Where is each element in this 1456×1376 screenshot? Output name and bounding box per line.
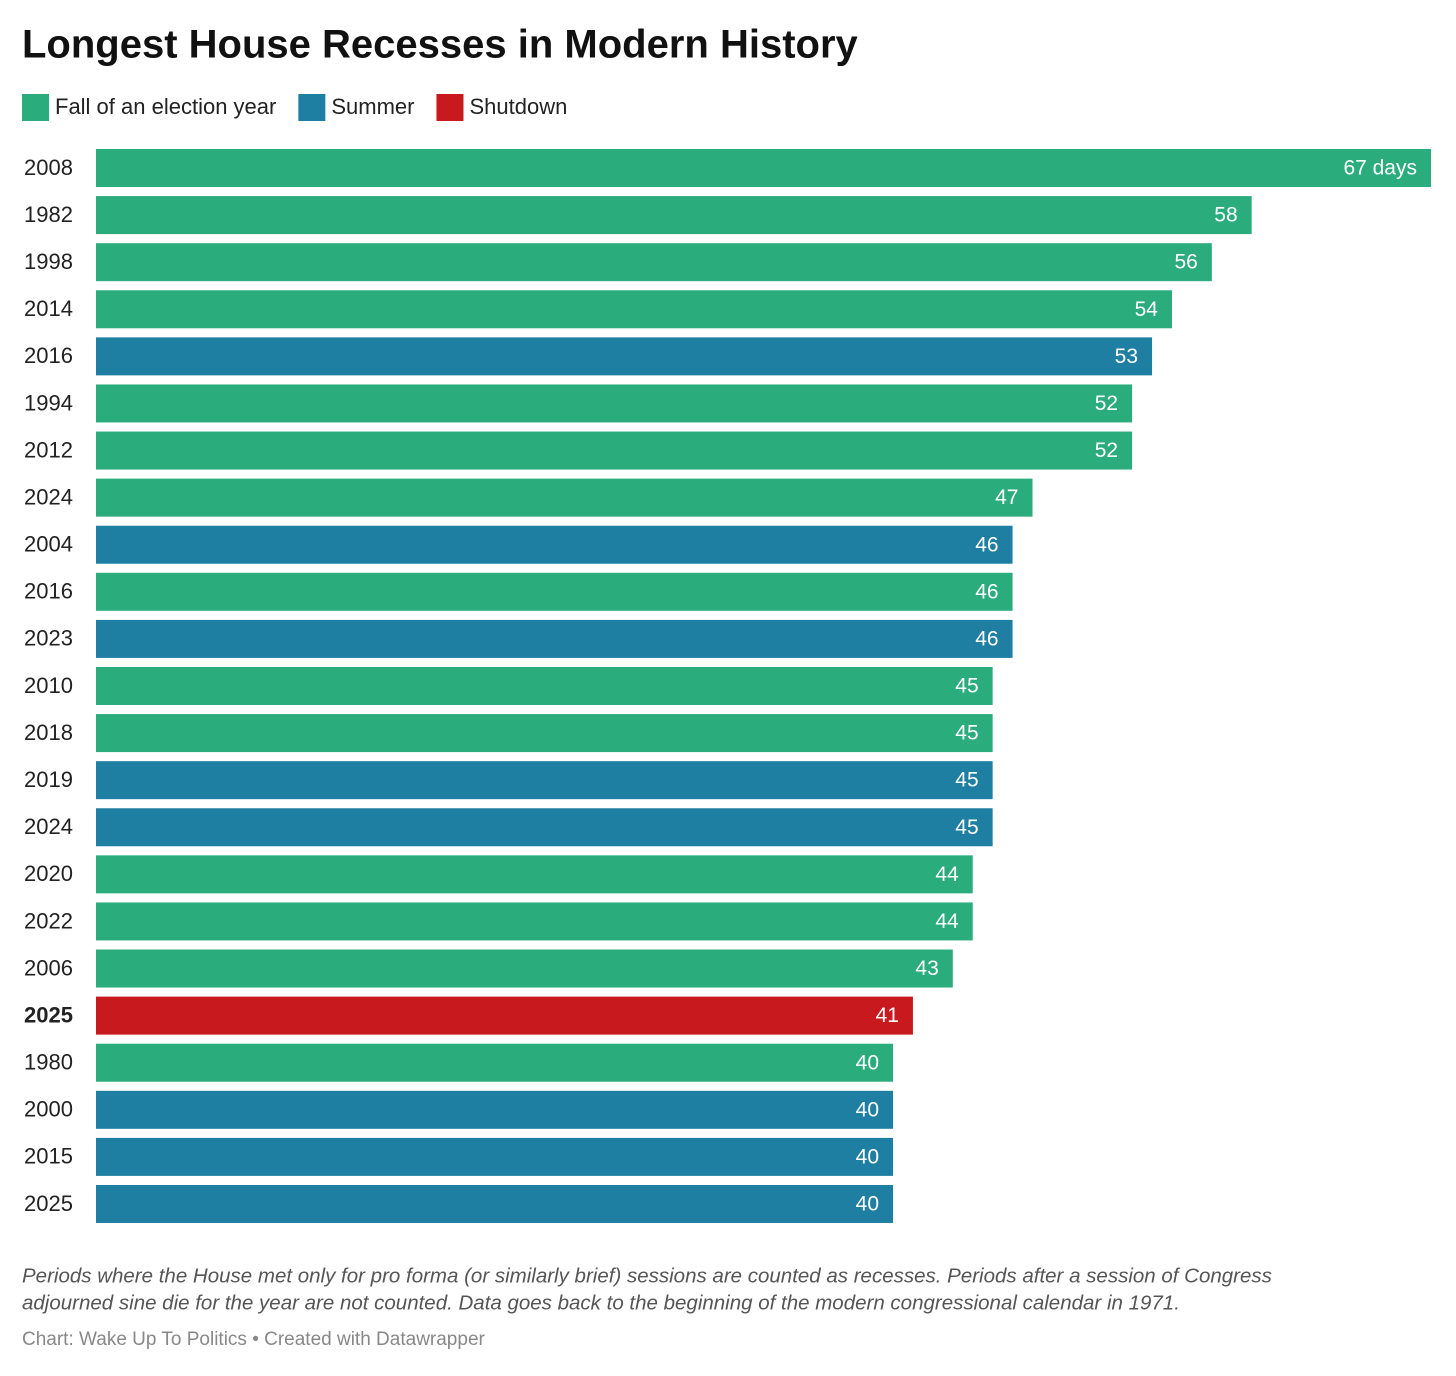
category-label: 2004: [24, 532, 73, 557]
bar: [96, 761, 993, 800]
note: adjourned sine die for the year are not …: [22, 1291, 1180, 1314]
value-label: 53: [1115, 345, 1138, 368]
bar: [96, 949, 953, 988]
category-label: 1980: [24, 1050, 73, 1075]
value-label: 43: [915, 957, 938, 980]
bar: [96, 1043, 894, 1082]
value-label: 46: [975, 580, 998, 603]
value-label: 40: [856, 1145, 879, 1168]
legend-label: Shutdown: [469, 94, 567, 119]
value-label: 44: [935, 910, 959, 933]
category-label: 2008: [24, 155, 73, 180]
category-label: 2016: [24, 343, 73, 368]
bar: [96, 290, 1172, 329]
value-label: 40: [856, 1051, 879, 1074]
bar: [96, 714, 993, 753]
bar: [96, 384, 1133, 423]
value-label: 45: [955, 816, 978, 839]
category-label: 2019: [24, 767, 73, 792]
value-label: 44: [935, 863, 959, 886]
legend-swatch: [298, 94, 326, 121]
source: Chart: Wake Up To Politics • Created wit…: [22, 1329, 486, 1350]
value-label: 52: [1095, 392, 1118, 415]
bar: [96, 619, 1013, 658]
category-label: 1982: [24, 202, 73, 227]
bar: [96, 855, 973, 894]
category-label: 1998: [24, 249, 73, 274]
value-label: 45: [955, 769, 978, 792]
value-label: 58: [1214, 204, 1237, 227]
value-label: 46: [975, 533, 998, 556]
category-label: 1994: [24, 390, 73, 415]
category-label: 2025: [24, 1002, 73, 1027]
category-label: 2023: [24, 626, 73, 651]
category-label: 2006: [24, 955, 73, 980]
bar: [96, 337, 1153, 376]
bar: [96, 243, 1212, 282]
bar: [96, 902, 973, 941]
category-label: 2010: [24, 673, 73, 698]
bar: [96, 808, 993, 847]
value-label: 46: [975, 627, 998, 650]
legend-label: Summer: [331, 94, 414, 119]
category-label: 2015: [24, 1144, 73, 1169]
bar: [96, 478, 1033, 517]
category-label: 2000: [24, 1097, 73, 1122]
category-label: 2020: [24, 861, 73, 886]
bar: [96, 196, 1252, 235]
chart-title: Longest House Recesses in Modern History: [22, 23, 859, 67]
legend-swatch: [22, 94, 49, 121]
bar: [96, 666, 993, 705]
value-label: 67 days: [1343, 157, 1417, 180]
category-label: 2025: [24, 1191, 73, 1216]
bar: [96, 525, 1013, 564]
category-label: 2018: [24, 720, 73, 745]
legend-swatch: [436, 94, 464, 121]
category-label: 2016: [24, 579, 73, 604]
value-label: 40: [856, 1098, 879, 1121]
bar: [96, 431, 1133, 470]
bar: [96, 1090, 894, 1129]
value-label: 47: [995, 486, 1018, 509]
value-label: 52: [1095, 439, 1118, 462]
bar: [96, 1184, 894, 1223]
value-label: 56: [1174, 251, 1197, 274]
legend-label: Fall of an election year: [55, 94, 276, 119]
value-label: 41: [876, 1004, 899, 1027]
value-label: 40: [856, 1193, 879, 1216]
category-label: 2024: [24, 814, 73, 839]
bar: [96, 1137, 894, 1176]
category-label: 2012: [24, 437, 73, 462]
category-label: 2024: [24, 484, 73, 509]
note: Periods where the House met only for pro…: [22, 1264, 1272, 1287]
category-label: 2014: [24, 296, 73, 321]
value-label: 54: [1135, 298, 1159, 321]
bar: [96, 572, 1013, 611]
value-label: 45: [955, 722, 978, 745]
bar: [96, 149, 1431, 187]
value-label: 45: [955, 675, 978, 698]
category-label: 2022: [24, 908, 73, 933]
bar: [96, 996, 913, 1035]
